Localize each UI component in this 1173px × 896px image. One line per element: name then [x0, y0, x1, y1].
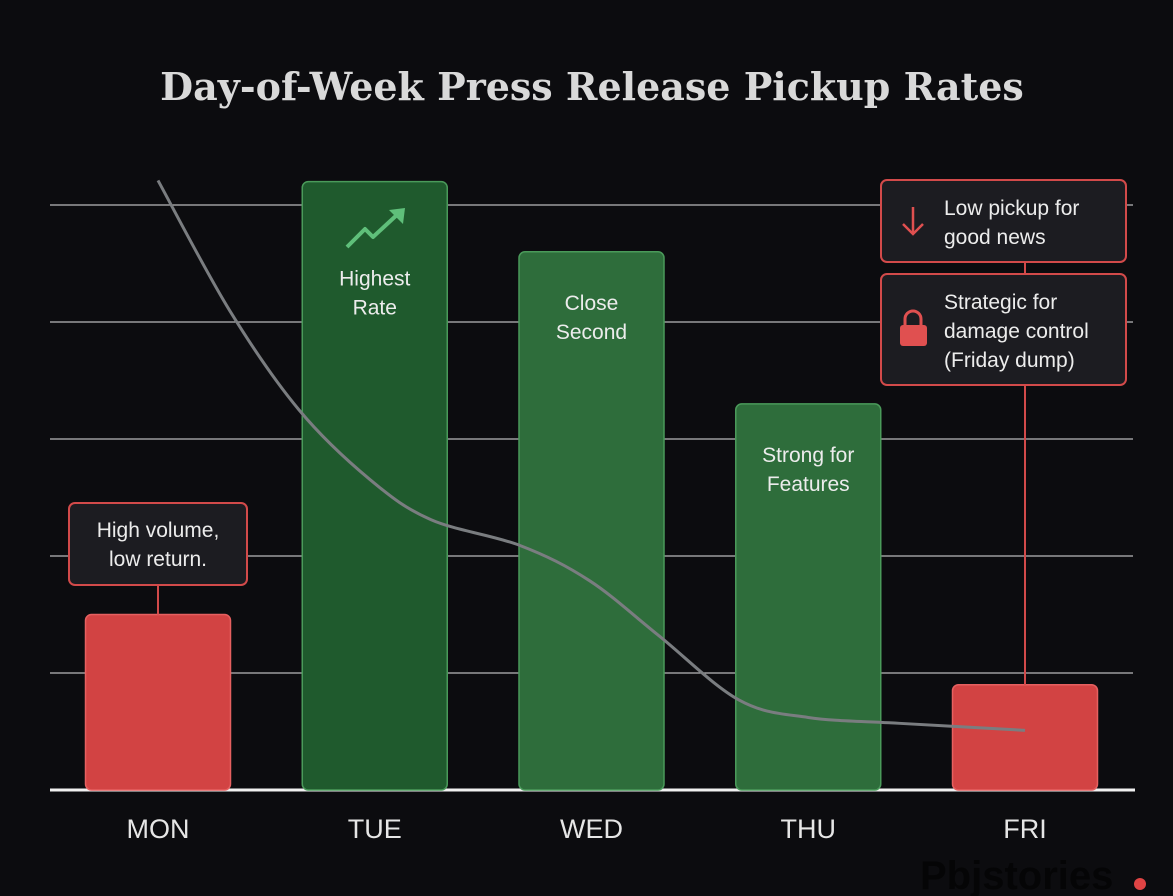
- bar-fri: [951, 683, 1099, 791]
- annotation-box-fri-1: [880, 179, 1127, 263]
- arrow-down-icon: [902, 207, 924, 236]
- x-tick-label: THU: [781, 814, 837, 844]
- annotation-text: low return.: [109, 548, 207, 571]
- annotation-text: Strategic for: [944, 291, 1057, 314]
- annotation-text: Low pickup for: [944, 197, 1079, 220]
- watermark-dot: [1134, 878, 1146, 890]
- chart-title: Day-of-Week Press Release Pickup Rates: [160, 64, 1024, 109]
- bar-mon: [84, 613, 232, 791]
- watermark: Pbjstories: [920, 854, 1113, 896]
- annotation-text: damage control: [944, 320, 1089, 343]
- bar-label: Highest: [339, 268, 410, 291]
- annotation-box-fri-2: [880, 273, 1127, 386]
- trending-up-icon: [345, 208, 405, 249]
- bar-tue: [301, 180, 448, 791]
- bar-label: Close: [565, 292, 619, 315]
- x-tick-label: FRI: [1003, 814, 1047, 844]
- bar-label: Second: [556, 321, 627, 344]
- bar-label: Strong for: [762, 444, 854, 467]
- annotation-text: good news: [944, 226, 1046, 249]
- annotation-box-mon: [68, 502, 248, 586]
- lock-icon: [900, 309, 927, 346]
- x-tick-label: MON: [127, 814, 190, 844]
- bar-label: Rate: [353, 297, 397, 320]
- annotation-text: High volume,: [97, 519, 220, 542]
- trend-line: [156, 179, 1026, 732]
- bar-thu: [735, 403, 882, 791]
- annotation-text: (Friday dump): [944, 349, 1075, 372]
- x-tick-label: TUE: [348, 814, 402, 844]
- bar-label: Features: [767, 473, 850, 496]
- x-tick-label: WED: [560, 814, 623, 844]
- bar-wed: [518, 251, 665, 791]
